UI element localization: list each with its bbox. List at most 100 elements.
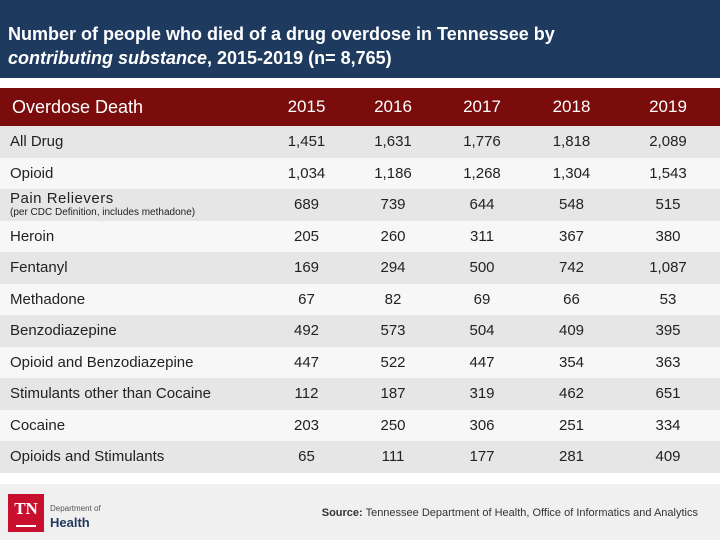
- table-cell: 1,451: [287, 133, 326, 151]
- table-cell: 1,186: [374, 164, 412, 182]
- overdose-table: Overdose Death 2015 2016 2017 2018 2019 …: [0, 88, 720, 473]
- title-italic: contributing substance: [8, 48, 208, 68]
- table-cell: 515: [655, 196, 681, 214]
- table-cell: 447: [293, 353, 320, 371]
- table-cell: 281: [558, 448, 585, 466]
- table-cell: 1,818: [552, 133, 591, 151]
- row-label: Opioids and Stimulants: [10, 448, 165, 466]
- table-cell: 409: [558, 322, 585, 340]
- table-cell: 409: [655, 448, 681, 466]
- table-row: Stimulants other than Cocaine 112 187 31…: [0, 378, 720, 410]
- title-banner: Number of people who died of a drug over…: [0, 0, 720, 78]
- badge-underline: [16, 525, 36, 527]
- table-cell: 250: [380, 416, 406, 434]
- table-cell: 742: [558, 259, 585, 277]
- source-note: Source: Tennessee Department of Health, …: [322, 507, 698, 519]
- table-cell: 53: [659, 290, 677, 308]
- table-cell: 294: [380, 259, 406, 277]
- table-row: All Drug 1,451 1,631 1,776 1,818 2,089: [0, 126, 720, 158]
- tn-badge-text: TN: [14, 499, 38, 518]
- table-cell: 522: [380, 353, 406, 371]
- table-row: Cocaine 203 250 306 251 334: [0, 409, 720, 441]
- table-cell: 573: [380, 322, 406, 340]
- title-rest: , 2015-2019 (n= 8,765): [207, 48, 392, 68]
- table-cell: 462: [558, 385, 585, 403]
- table-cell: 504: [469, 322, 495, 340]
- table-cell: 492: [293, 322, 320, 340]
- table-cell: 205: [293, 227, 320, 245]
- logo-health-text: Health: [50, 515, 90, 530]
- table-cell: 311: [470, 227, 494, 245]
- table-cell: 1,631: [374, 133, 412, 151]
- table-cell: 548: [558, 196, 585, 214]
- table-row: Fentanyl 169 294 500 742 1,087: [0, 252, 720, 284]
- table-cell: 367: [558, 227, 585, 245]
- title-line-1: Number of people who died of a drug over…: [8, 24, 555, 44]
- row-label: Cocaine: [10, 416, 66, 434]
- table-row: Opioid and Benzodiazepine 447 522 447 35…: [0, 346, 720, 378]
- row-label: Stimulants other than Cocaine: [10, 385, 211, 403]
- table-cell: 644: [469, 196, 495, 214]
- row-label: Opioid: [10, 164, 54, 182]
- column-header-year: 2017: [437, 88, 527, 126]
- footer-bar: [0, 484, 720, 540]
- table-cell: 500: [469, 259, 495, 277]
- tn-health-logo: TN Department of Health: [8, 494, 118, 534]
- table-cell: 2,089: [649, 133, 687, 151]
- table-cell: 82: [384, 290, 402, 308]
- table-cell: 251: [558, 416, 585, 434]
- table-row: Opioid 1,034 1,186 1,268 1,304 1,543: [0, 157, 720, 189]
- table-cell: 1,268: [463, 164, 501, 182]
- table-cell: 395: [655, 322, 681, 340]
- row-label: All Drug: [10, 133, 64, 151]
- table-cell: 169: [293, 259, 320, 277]
- table-cell: 66: [563, 290, 580, 308]
- row-label: Opioid and Benzodiazepine: [10, 353, 194, 371]
- table-cell: 651: [655, 385, 681, 403]
- table-cell: 112: [294, 385, 319, 403]
- table-cell: 187: [380, 385, 406, 403]
- table-cell: 1,543: [649, 164, 687, 182]
- row-label-pain-relievers: Pain Relievers (per CDC Definition, incl…: [0, 189, 264, 221]
- table-row: Heroin 205 260 311 367 380: [0, 220, 720, 252]
- column-header-year: 2016: [349, 88, 437, 126]
- table-cell: 69: [473, 290, 491, 308]
- column-header-year: 2015: [264, 88, 349, 126]
- table-row: Benzodiazepine 492 573 504 409 395: [0, 315, 720, 347]
- table-cell: 67: [298, 290, 315, 308]
- column-header-year: 2019: [616, 88, 720, 126]
- row-label: Pain Relievers: [10, 190, 114, 208]
- row-sublabel: (per CDC Definition, includes methadone): [10, 207, 196, 219]
- table-cell: 380: [655, 227, 681, 245]
- table-cell: 306: [469, 416, 495, 434]
- table-cell: 1,304: [552, 164, 591, 182]
- table-cell: 319: [469, 385, 495, 403]
- table-cell: 111: [381, 448, 405, 466]
- table-cell: 1,087: [649, 259, 687, 277]
- tn-badge: TN: [8, 494, 44, 532]
- table-cell: 1,776: [463, 133, 501, 151]
- table-cell: 689: [293, 196, 320, 214]
- logo-department-text: Department of: [50, 504, 101, 513]
- title-line-2: contributing substance, 2015-2019 (n= 8,…: [8, 46, 710, 70]
- column-header-label: Overdose Death: [0, 88, 264, 126]
- row-label: Fentanyl: [10, 259, 68, 277]
- table-cell: 334: [655, 416, 681, 434]
- table-cell: 203: [293, 416, 320, 434]
- source-text: Tennessee Department of Health, Office o…: [362, 507, 698, 519]
- table-cell: 260: [380, 227, 406, 245]
- table-header-row: Overdose Death 2015 2016 2017 2018 2019: [0, 88, 720, 126]
- row-label: Methadone: [10, 290, 86, 308]
- table-row: Methadone 67 82 69 66 53: [0, 283, 720, 315]
- source-label: Source:: [321, 507, 363, 519]
- table-cell: 1,034: [287, 164, 326, 182]
- table-row: Opioids and Stimulants 65 111 177 281 40…: [0, 441, 720, 473]
- table-row: Pain Relievers (per CDC Definition, incl…: [0, 189, 720, 221]
- table-cell: 354: [558, 353, 585, 371]
- column-header-year: 2018: [527, 88, 616, 126]
- table-cell: 739: [380, 196, 406, 214]
- table-cell: 65: [298, 448, 315, 466]
- row-label: Benzodiazepine: [10, 322, 117, 340]
- table-cell: 447: [469, 353, 495, 371]
- row-label: Heroin: [10, 227, 55, 245]
